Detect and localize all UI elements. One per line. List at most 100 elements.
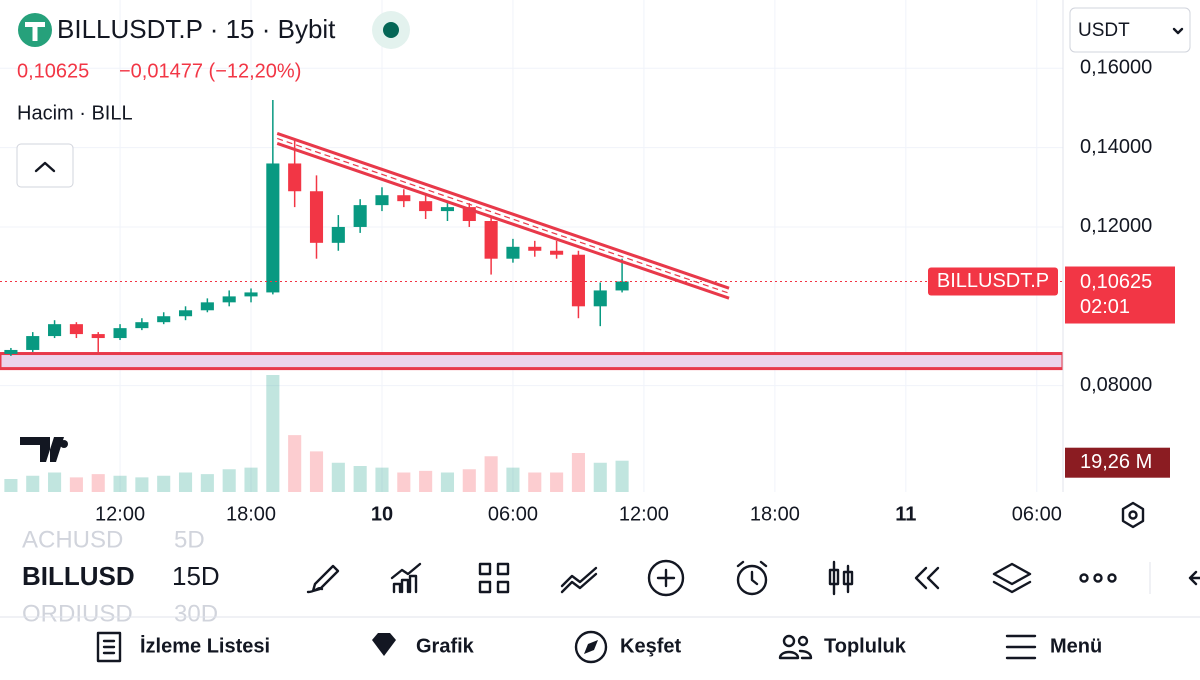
y-tick-label: 0,12000 bbox=[1080, 215, 1152, 237]
tv-logo-dot bbox=[60, 440, 68, 448]
alert-icon[interactable] bbox=[736, 564, 768, 596]
volume-bar bbox=[266, 375, 280, 492]
candle-body bbox=[550, 250, 564, 255]
trendline bbox=[276, 132, 730, 290]
currency-select[interactable] bbox=[1069, 7, 1191, 53]
volume-bar bbox=[222, 469, 236, 492]
volume-bar bbox=[135, 477, 149, 492]
candle-body bbox=[288, 163, 302, 192]
candle-body bbox=[484, 221, 498, 259]
status-dot bbox=[383, 22, 399, 38]
tv-logo bbox=[20, 437, 64, 462]
bottom-nav bbox=[96, 630, 1037, 664]
draw-icon[interactable] bbox=[306, 564, 340, 594]
chart-icon[interactable] bbox=[372, 633, 396, 656]
volume-bar bbox=[26, 475, 40, 492]
dropdown-icon bbox=[1172, 27, 1184, 35]
nav-label[interactable]: Keşfet bbox=[620, 635, 681, 657]
x-tick-label: 12:00 bbox=[619, 503, 669, 525]
coin-logo-glyph bbox=[25, 22, 45, 41]
volume-tag bbox=[1065, 447, 1170, 478]
next-symbol: ORDIUSD bbox=[22, 600, 133, 627]
menu-icon[interactable] bbox=[1005, 634, 1037, 660]
nav-label[interactable]: Menü bbox=[1050, 635, 1102, 657]
settings-icon[interactable] bbox=[1121, 501, 1145, 529]
candle-body bbox=[4, 349, 18, 354]
candle-body bbox=[571, 254, 585, 307]
symbol-picker[interactable]: BILLUSD bbox=[22, 561, 135, 591]
volume-bar bbox=[528, 472, 542, 492]
candle-body bbox=[440, 207, 455, 212]
currency-label: USDT bbox=[1078, 20, 1130, 41]
y-tick-label: 0,16000 bbox=[1080, 57, 1152, 79]
interval-picker[interactable]: 15D bbox=[172, 561, 220, 591]
x-tick-label: 18:00 bbox=[750, 503, 800, 525]
candle-body bbox=[419, 201, 433, 212]
volume-bar bbox=[91, 474, 105, 492]
symbol-tag bbox=[928, 267, 1058, 296]
add-icon[interactable] bbox=[647, 559, 685, 597]
volume-bar bbox=[440, 472, 455, 492]
community-icon[interactable] bbox=[782, 634, 796, 648]
candle-body bbox=[353, 205, 367, 227]
volume-bar bbox=[593, 462, 607, 492]
explore-icon[interactable] bbox=[574, 630, 608, 664]
volume-bar bbox=[419, 470, 433, 492]
back-icon[interactable] bbox=[1188, 570, 1200, 586]
volume-bar bbox=[331, 462, 345, 492]
x-tick-label: 12:00 bbox=[95, 503, 145, 525]
candle-body bbox=[506, 246, 520, 259]
nav-label[interactable]: Grafik bbox=[416, 635, 475, 657]
compare-icon[interactable] bbox=[560, 566, 598, 594]
next-interval: 30D bbox=[174, 600, 218, 627]
candle-body bbox=[69, 324, 83, 335]
price-tag bbox=[1065, 266, 1175, 324]
replay-icon[interactable] bbox=[914, 566, 940, 590]
volume-bar bbox=[397, 472, 411, 492]
candle-body bbox=[593, 290, 607, 307]
templates-icon[interactable] bbox=[478, 562, 510, 594]
more-icon-2 bbox=[1093, 573, 1103, 583]
volume-bar bbox=[69, 477, 83, 492]
trendline bbox=[276, 142, 730, 300]
support-zone bbox=[0, 352, 1063, 371]
volume-bar bbox=[157, 475, 171, 492]
trendline-mid bbox=[277, 137, 730, 294]
collapse-icon bbox=[34, 161, 56, 173]
candle-body bbox=[375, 195, 389, 206]
settings-icon-center bbox=[1128, 510, 1138, 520]
volume-bar bbox=[309, 451, 324, 492]
layers-icon[interactable] bbox=[992, 562, 1032, 594]
x-tick-label: 11 bbox=[895, 503, 916, 525]
collapse-button[interactable] bbox=[16, 143, 74, 188]
x-tick-label: 10 bbox=[371, 503, 393, 525]
candle-body bbox=[528, 246, 542, 251]
y-tick-label: 0,14000 bbox=[1080, 136, 1152, 158]
x-tick-label: 06:00 bbox=[488, 503, 538, 525]
volume-bar bbox=[288, 435, 302, 492]
plot bbox=[0, 0, 1063, 492]
volume-bar bbox=[571, 453, 585, 492]
nav-label[interactable]: Topluluk bbox=[824, 635, 907, 657]
volume-bar bbox=[615, 460, 629, 492]
candle-body bbox=[91, 334, 105, 339]
candle-body bbox=[178, 310, 193, 317]
volume-bar bbox=[353, 466, 367, 492]
community-icon-2 bbox=[797, 635, 809, 647]
candle-body bbox=[244, 292, 258, 297]
price: 0,10625 bbox=[17, 60, 89, 82]
indicator-icon[interactable] bbox=[390, 562, 422, 594]
prev-symbol: ACHUSD bbox=[22, 526, 123, 553]
alert-icon-hands bbox=[736, 560, 768, 586]
nav-label[interactable]: İzleme Listesi bbox=[140, 634, 270, 657]
more-icon[interactable] bbox=[1079, 573, 1089, 583]
candle-body bbox=[113, 328, 127, 339]
chart-type-icon[interactable] bbox=[828, 560, 854, 596]
candle-body bbox=[26, 336, 40, 350]
candle-body bbox=[331, 226, 345, 243]
prev-interval: 5D bbox=[174, 526, 205, 553]
x-tick-label: 06:00 bbox=[1012, 503, 1062, 525]
watchlist-icon[interactable] bbox=[96, 631, 122, 663]
